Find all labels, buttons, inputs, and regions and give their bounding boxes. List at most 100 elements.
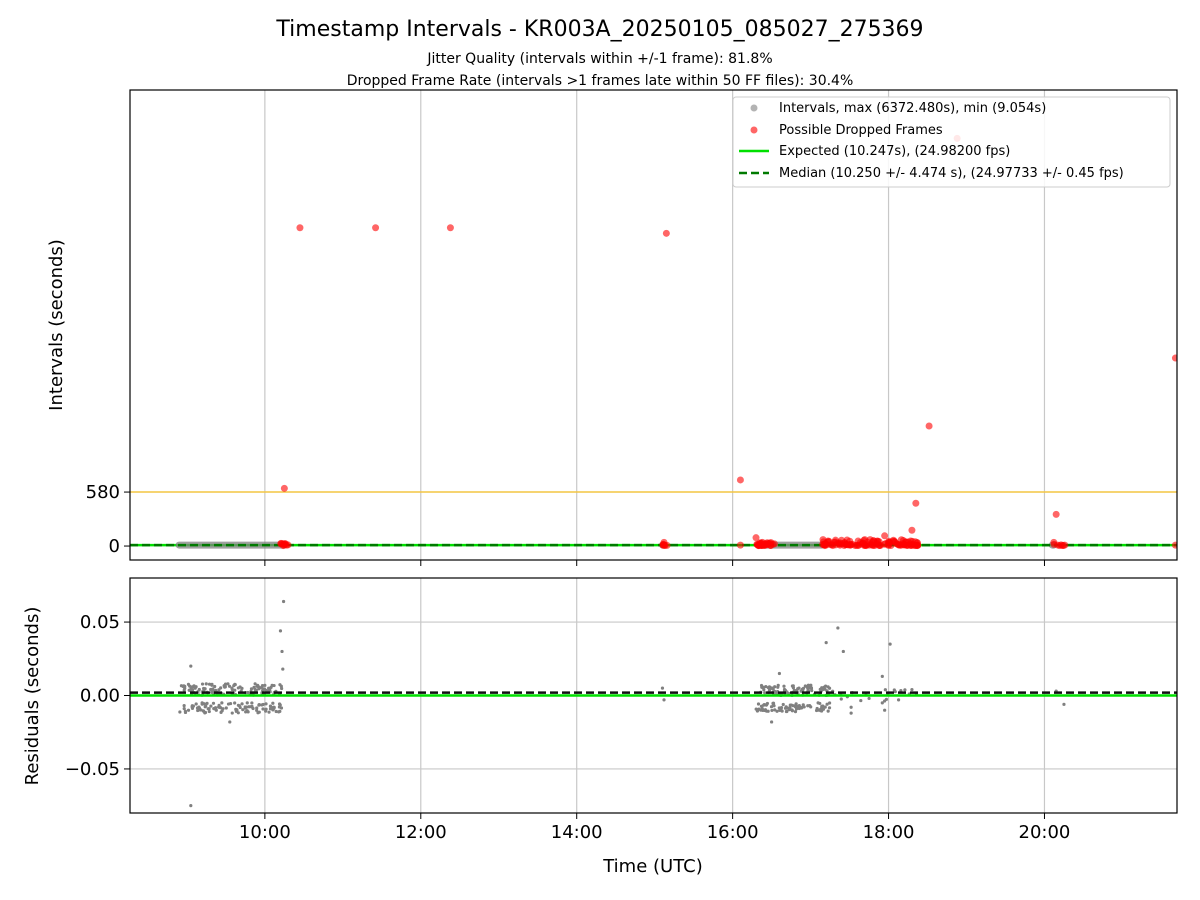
- residual-point: [794, 702, 798, 706]
- residual-point: [228, 720, 232, 724]
- residual-point: [261, 707, 265, 711]
- dropped-frame-point: [1171, 354, 1177, 362]
- legend[interactable]: Intervals, max (6372.480s), min (9.054s)…: [732, 96, 1171, 188]
- dropped-frame-point: [752, 534, 760, 542]
- residual-point: [188, 688, 192, 692]
- residual-point: [820, 686, 824, 690]
- residual-point: [884, 697, 889, 701]
- residual-point: [773, 685, 777, 689]
- legend-expected-label: Expected (10.247s), (24.98200 fps): [779, 144, 1010, 159]
- residual-point: [190, 688, 195, 692]
- residual-point: [189, 664, 193, 668]
- residual-point: [799, 705, 803, 709]
- residual-point: [756, 702, 761, 706]
- residual-point: [281, 667, 285, 671]
- residual-point: [793, 710, 798, 714]
- x-tick-label: 12:00: [395, 822, 447, 843]
- residual-point: [257, 703, 261, 707]
- residual-point: [211, 690, 215, 694]
- dropped-frame-point: [1061, 541, 1069, 549]
- residual-point: [244, 710, 248, 714]
- residual-point: [267, 710, 271, 714]
- residual-point: [824, 641, 828, 645]
- residual-point: [827, 706, 832, 710]
- x-tick-label: 10:00: [239, 822, 291, 843]
- legend-median-label: Median (10.250 +/- 4.474 s), (24.97733 +…: [779, 166, 1124, 181]
- chart-title: Timestamp Intervals - KR003A_20250105_08…: [275, 17, 923, 42]
- residual-point: [808, 704, 812, 708]
- legend-box: [732, 96, 1171, 188]
- residual-point: [257, 710, 261, 714]
- residual-point: [272, 683, 276, 688]
- legend-intervals-label: Intervals, max (6372.480s), min (9.054s): [779, 101, 1046, 116]
- dropped-frame-point: [736, 541, 744, 549]
- residual-point: [818, 708, 822, 712]
- residual-point: [809, 683, 813, 687]
- residual-point: [219, 710, 223, 715]
- dropped-frame-point: [1171, 541, 1177, 549]
- residual-point: [211, 701, 216, 705]
- residual-point: [209, 704, 213, 708]
- residual-point: [226, 682, 230, 686]
- residual-point: [232, 684, 236, 688]
- residual-point: [264, 702, 268, 706]
- residual-point: [224, 706, 228, 710]
- residual-point: [880, 674, 884, 679]
- residual-point: [211, 687, 215, 691]
- dropped-frame-point: [864, 541, 872, 549]
- dropped-frame-point: [1050, 538, 1058, 546]
- residual-point: [264, 709, 268, 713]
- residual-point: [791, 684, 795, 688]
- residual-point: [277, 705, 282, 709]
- residual-point: [836, 626, 840, 630]
- residual-point: [190, 685, 194, 689]
- residual-point: [826, 709, 830, 713]
- residual-point: [773, 708, 777, 712]
- dropped-frame-point: [902, 538, 910, 546]
- residual-point: [227, 684, 232, 688]
- residual-point: [755, 709, 760, 713]
- dropped-frame-point: [925, 422, 933, 430]
- legend-dropped-marker: [750, 126, 758, 134]
- residual-point: [782, 684, 786, 688]
- residual-point: [240, 686, 244, 690]
- residual-point: [893, 690, 897, 694]
- residual-point: [763, 708, 768, 712]
- dropped-frame-point: [912, 541, 920, 549]
- intervals-y-tick-label: 580: [86, 482, 120, 503]
- residual-point: [212, 707, 216, 711]
- intervals-y-axis-label: Intervals (seconds): [46, 239, 67, 411]
- residual-point: [799, 689, 803, 693]
- residual-point: [785, 709, 789, 713]
- dropped-frame-point: [758, 541, 766, 549]
- residual-point: [241, 708, 245, 712]
- residual-point: [243, 706, 247, 710]
- residual-point: [823, 705, 827, 709]
- residual-point: [827, 701, 832, 705]
- residual-point: [810, 688, 814, 693]
- residual-point: [249, 704, 253, 709]
- residual-point: [910, 688, 914, 692]
- residual-point: [253, 687, 257, 691]
- residual-point: [823, 684, 828, 688]
- intervals-ticks: 0 580: [86, 482, 1045, 566]
- residual-point: [238, 705, 242, 710]
- residual-point: [277, 702, 282, 706]
- residual-point: [240, 702, 244, 706]
- dropped-frame-point: [854, 541, 862, 549]
- residual-point: [816, 701, 820, 705]
- chart-subtitle-dropped: Dropped Frame Rate (intervals >1 frames …: [347, 73, 854, 89]
- residual-point: [849, 711, 853, 715]
- residual-point: [839, 697, 843, 701]
- dropped-frame-point: [821, 541, 829, 549]
- residual-point: [880, 701, 884, 705]
- residual-point: [867, 696, 871, 701]
- dropped-frame-point: [877, 541, 885, 549]
- residual-point: [218, 705, 223, 710]
- residual-point: [763, 691, 767, 695]
- residual-point: [194, 685, 198, 689]
- dropped-frame-point: [881, 532, 889, 540]
- residual-point: [781, 702, 785, 707]
- residual-point: [803, 684, 807, 688]
- residual-point: [183, 710, 188, 715]
